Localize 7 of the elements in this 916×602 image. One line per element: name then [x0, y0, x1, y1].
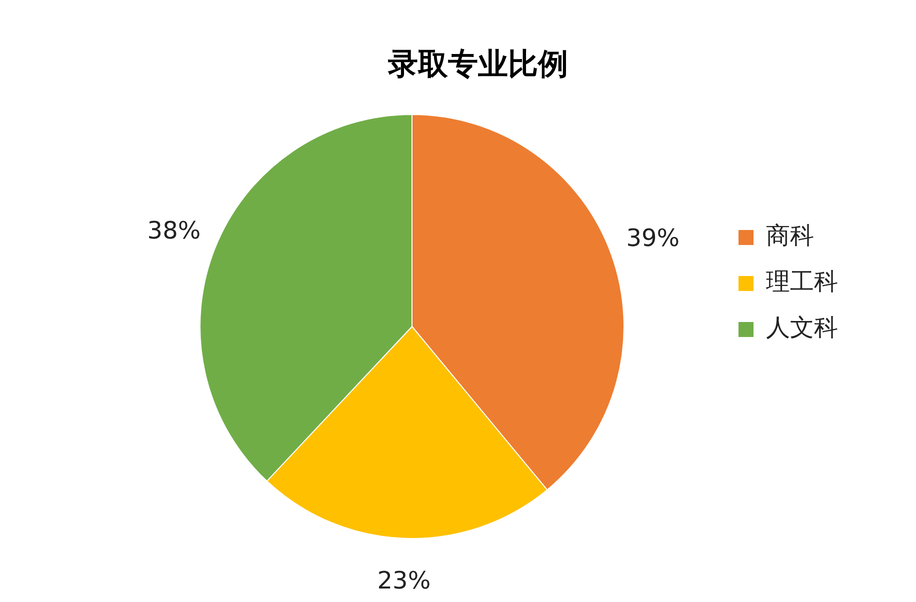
legend-label: 人文科 — [766, 314, 838, 342]
legend-label: 商科 — [766, 222, 814, 250]
data-label: 39% — [626, 224, 680, 252]
data-label: 38% — [147, 216, 201, 244]
chart-title: 录取专业比例 — [387, 46, 568, 82]
data-label: 23% — [377, 566, 431, 595]
legend-label: 理工科 — [766, 268, 838, 296]
